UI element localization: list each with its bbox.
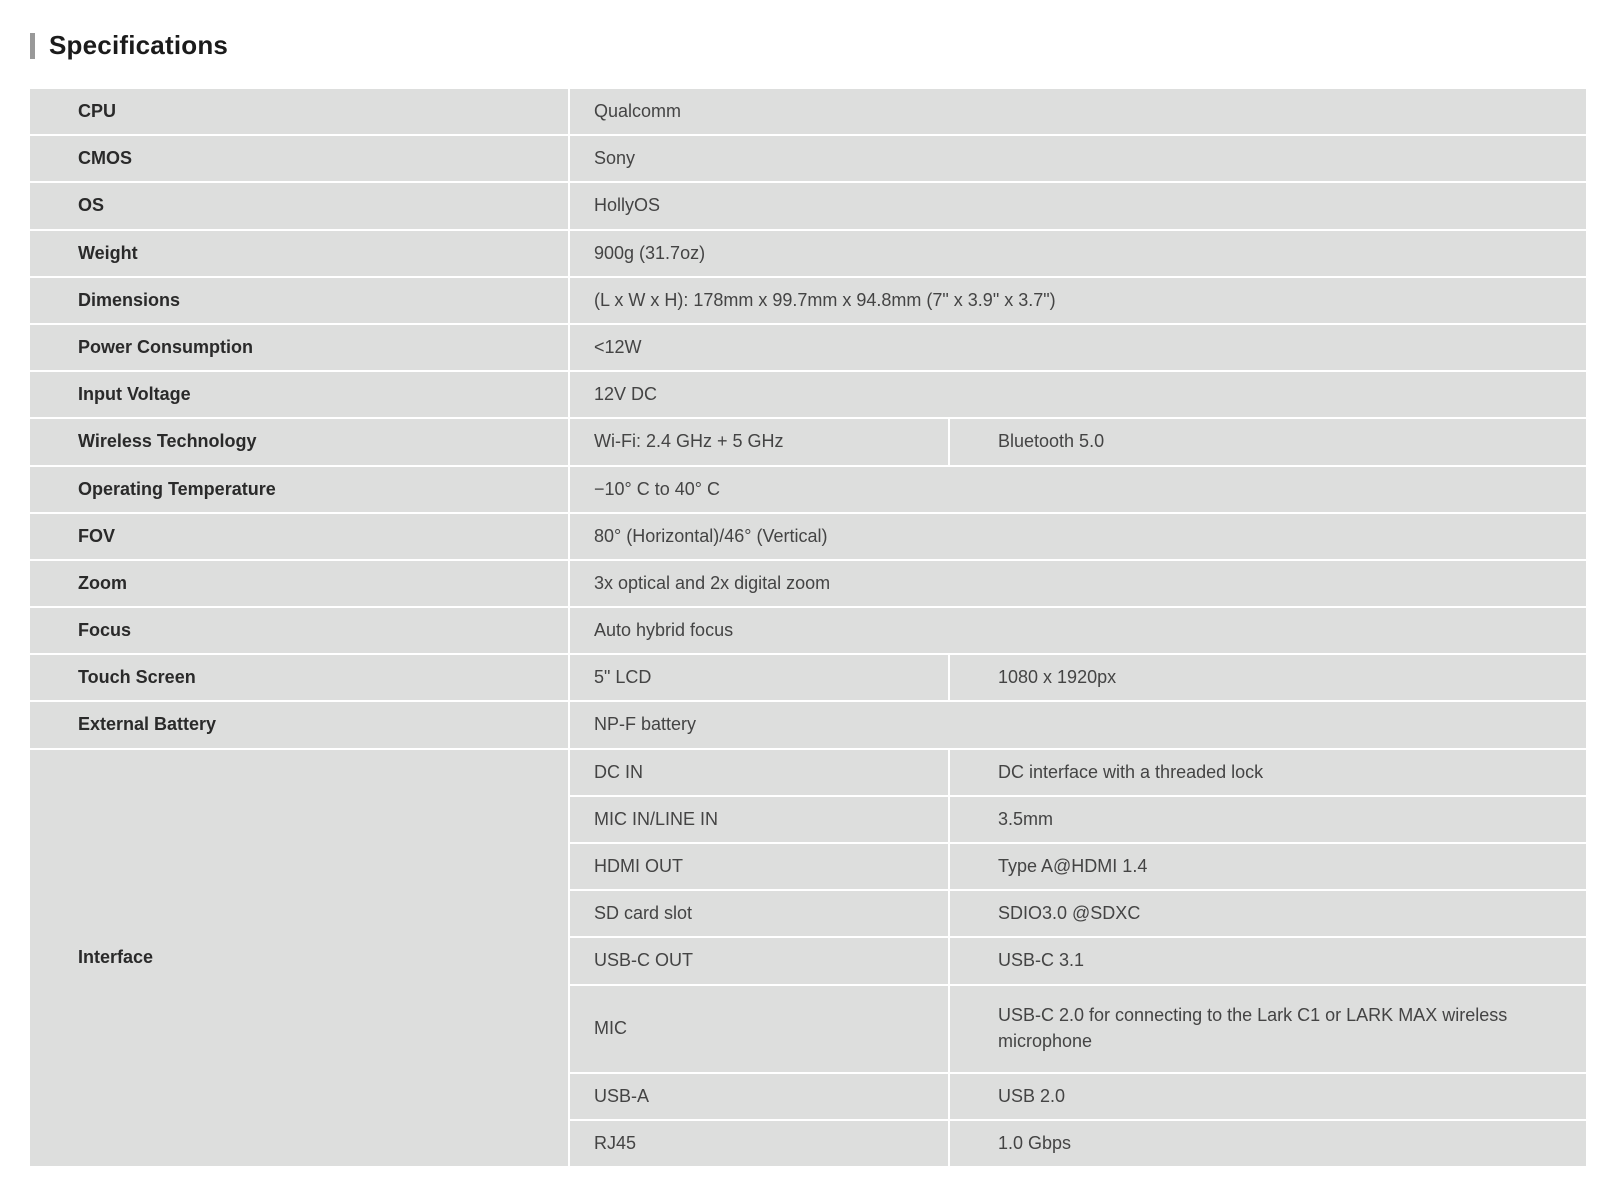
table-row: USB-C OUTUSB-C 3.1 [570,938,1586,985]
table-row: Wireless TechnologyWi-Fi: 2.4 GHz + 5 GH… [30,419,1586,466]
interface-name: MIC IN/LINE IN [570,797,950,844]
spec-label: CMOS [30,136,570,183]
table-row: HDMI OUTType A@HDMI 1.4 [570,844,1586,891]
spec-label: OS [30,183,570,230]
interface-desc: DC interface with a threaded lock [950,750,1586,797]
interface-desc: Type A@HDMI 1.4 [950,844,1586,891]
interface-name: USB-A [570,1074,950,1121]
table-row: OSHollyOS [30,183,1586,230]
interface-desc: 1.0 Gbps [950,1121,1586,1168]
interface-name: DC IN [570,750,950,797]
interface-desc: 3.5mm [950,797,1586,844]
table-row: External BatteryNP-F battery [30,702,1586,749]
spec-label: FOV [30,514,570,561]
interface-name: USB-C OUT [570,938,950,985]
table-row: FOV80° (Horizontal)/46° (Vertical) [30,514,1586,561]
spec-label: Power Consumption [30,325,570,372]
table-row: MICUSB-C 2.0 for connecting to the Lark … [570,986,1586,1074]
spec-value: (L x W x H): 178mm x 99.7mm x 94.8mm (7"… [570,278,1586,325]
interface-name: HDMI OUT [570,844,950,891]
table-row: Power Consumption<12W [30,325,1586,372]
spec-value: HollyOS [570,183,1586,230]
spec-label: Touch Screen [30,655,570,702]
spec-value: Wi-Fi: 2.4 GHz + 5 GHz [570,419,950,466]
spec-value: 900g (31.7oz) [570,231,1586,278]
interface-name: RJ45 [570,1121,950,1168]
spec-value: 12V DC [570,372,1586,419]
spec-label: Focus [30,608,570,655]
interface-group: InterfaceDC INDC interface with a thread… [30,750,1586,1168]
spec-value: 1080 x 1920px [950,655,1586,702]
table-row: Weight900g (31.7oz) [30,231,1586,278]
interface-desc: USB 2.0 [950,1074,1586,1121]
table-row: MIC IN/LINE IN3.5mm [570,797,1586,844]
spec-label: Weight [30,231,570,278]
spec-value: 5" LCD [570,655,950,702]
spec-label: Operating Temperature [30,467,570,514]
spec-label: Dimensions [30,278,570,325]
table-row: CMOSSony [30,136,1586,183]
spec-label: External Battery [30,702,570,749]
heading-accent-bar [30,33,35,59]
table-row: Dimensions(L x W x H): 178mm x 99.7mm x … [30,278,1586,325]
spec-value: 80° (Horizontal)/46° (Vertical) [570,514,1586,561]
spec-value: <12W [570,325,1586,372]
heading-text: Specifications [49,30,228,61]
table-row: Zoom3x optical and 2x digital zoom [30,561,1586,608]
spec-value: Sony [570,136,1586,183]
interface-desc: SDIO3.0 @SDXC [950,891,1586,938]
table-row: Operating Temperature−10° C to 40° C [30,467,1586,514]
spec-value: Auto hybrid focus [570,608,1586,655]
table-row: USB-AUSB 2.0 [570,1074,1586,1121]
interface-name: MIC [570,986,950,1074]
table-row: SD card slotSDIO3.0 @SDXC [570,891,1586,938]
interface-rows: DC INDC interface with a threaded lockMI… [570,750,1586,1168]
spec-label: Interface [30,750,570,1168]
table-row: RJ451.0 Gbps [570,1121,1586,1168]
spec-value: NP-F battery [570,702,1586,749]
spec-value: −10° C to 40° C [570,467,1586,514]
table-row: Input Voltage12V DC [30,372,1586,419]
table-row: CPUQualcomm [30,89,1586,136]
spec-value: Bluetooth 5.0 [950,419,1586,466]
spec-label: Input Voltage [30,372,570,419]
spec-label: Wireless Technology [30,419,570,466]
spec-value: Qualcomm [570,89,1586,136]
table-row: FocusAuto hybrid focus [30,608,1586,655]
interface-desc: USB-C 3.1 [950,938,1586,985]
table-row: DC INDC interface with a threaded lock [570,750,1586,797]
table-row: Touch Screen5" LCD1080 x 1920px [30,655,1586,702]
interface-name: SD card slot [570,891,950,938]
spec-value: 3x optical and 2x digital zoom [570,561,1586,608]
spec-label: CPU [30,89,570,136]
specifications-table: CPUQualcommCMOSSonyOSHollyOSWeight900g (… [30,89,1586,1168]
spec-label: Zoom [30,561,570,608]
section-heading: Specifications [30,30,1586,61]
interface-desc: USB-C 2.0 for connecting to the Lark C1 … [950,986,1586,1074]
